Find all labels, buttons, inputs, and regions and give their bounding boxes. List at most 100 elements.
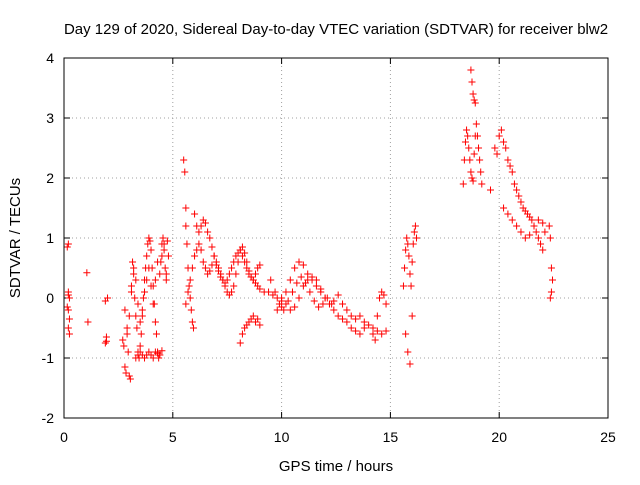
- data-point: [493, 150, 501, 158]
- data-point: [256, 321, 264, 329]
- data-point: [334, 291, 342, 299]
- data-point: [210, 252, 218, 260]
- data-point: [130, 270, 138, 278]
- data-point: [265, 288, 273, 296]
- data-point: [293, 279, 301, 287]
- data-point: [465, 144, 473, 152]
- data-point: [238, 243, 246, 251]
- data-point: [291, 303, 299, 311]
- data-point: [286, 306, 294, 314]
- data-point: [411, 222, 419, 230]
- data-point: [463, 126, 471, 134]
- data-point: [508, 216, 516, 224]
- data-point: [413, 234, 421, 242]
- data-point: [407, 282, 415, 290]
- data-point: [241, 249, 249, 257]
- data-point: [468, 174, 476, 182]
- data-point: [470, 150, 478, 158]
- data-point: [288, 288, 296, 296]
- data-point: [409, 240, 417, 248]
- data-point: [467, 168, 475, 176]
- data-point: [369, 330, 377, 338]
- data-point: [504, 156, 512, 164]
- data-point: [506, 162, 514, 170]
- data-point: [145, 264, 153, 272]
- data-point: [343, 318, 351, 326]
- data-point: [64, 324, 72, 332]
- data-point: [129, 258, 137, 266]
- data-point: [191, 210, 199, 218]
- data-point: [510, 180, 518, 188]
- data-point: [534, 234, 542, 242]
- data-point: [127, 282, 135, 290]
- data-point: [471, 99, 479, 107]
- data-point: [408, 258, 416, 266]
- data-point: [65, 315, 73, 323]
- data-point: [470, 96, 478, 104]
- data-point: [137, 330, 145, 338]
- data-point: [373, 327, 381, 335]
- data-point: [475, 144, 483, 152]
- data-point: [526, 231, 534, 239]
- data-point: [124, 348, 132, 356]
- data-point: [284, 297, 292, 305]
- data-point: [373, 312, 381, 320]
- data-point: [64, 306, 72, 314]
- data-point: [280, 306, 288, 314]
- data-point: [534, 216, 542, 224]
- data-point: [286, 276, 294, 284]
- data-point: [159, 234, 167, 242]
- data-point: [197, 246, 205, 254]
- data-point: [136, 342, 144, 350]
- data-point: [182, 300, 190, 308]
- data-point: [299, 261, 307, 269]
- data-point: [189, 324, 197, 332]
- data-point: [156, 351, 164, 359]
- data-point: [182, 204, 190, 212]
- data-point: [219, 276, 227, 284]
- data-point: [546, 294, 554, 302]
- data-point: [191, 252, 199, 260]
- data-point: [403, 234, 411, 242]
- data-point: [402, 330, 410, 338]
- data-point: [472, 120, 480, 128]
- data-point: [186, 276, 194, 284]
- data-point: [312, 282, 320, 290]
- y-axis-label: SDTVAR / TECUs: [7, 178, 24, 298]
- data-point: [380, 291, 388, 299]
- data-point: [162, 276, 170, 284]
- data-point: [347, 312, 355, 320]
- data-point: [360, 324, 368, 332]
- data-point: [139, 294, 147, 302]
- data-point: [312, 276, 320, 284]
- data-point: [267, 276, 275, 284]
- data-point: [545, 222, 553, 230]
- data-point: [183, 240, 191, 248]
- data-point: [539, 219, 547, 227]
- data-point: [151, 276, 159, 284]
- data-point: [119, 336, 127, 344]
- data-point: [149, 354, 157, 362]
- data-point: [84, 318, 92, 326]
- data-point: [478, 180, 486, 188]
- x-tick-label: 5: [169, 429, 177, 445]
- data-point: [275, 300, 283, 308]
- data-point: [243, 258, 251, 266]
- data-point: [459, 180, 467, 188]
- data-point: [402, 246, 410, 254]
- data-point: [199, 258, 207, 266]
- data-point: [302, 279, 310, 287]
- data-point: [468, 78, 476, 86]
- data-point: [371, 336, 379, 344]
- data-point: [156, 270, 164, 278]
- data-point: [404, 348, 412, 356]
- data-point: [410, 228, 418, 236]
- data-point: [63, 303, 71, 311]
- x-axis-label: GPS time / hours: [279, 458, 393, 475]
- data-point: [405, 252, 413, 260]
- data-point: [147, 246, 155, 254]
- data-point: [406, 270, 414, 278]
- data-point: [339, 315, 347, 323]
- data-point: [143, 252, 151, 260]
- data-point: [401, 264, 409, 272]
